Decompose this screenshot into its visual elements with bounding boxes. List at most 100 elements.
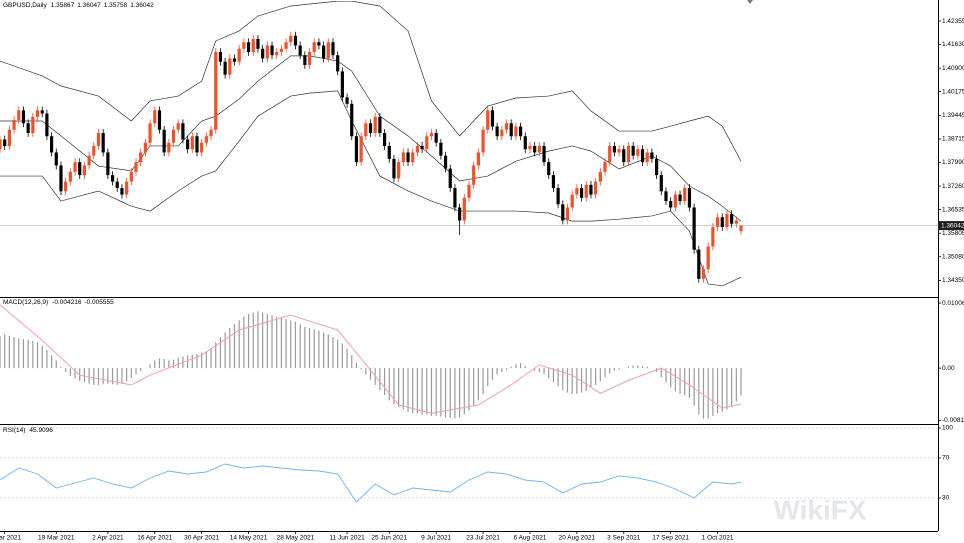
candle-body <box>209 129 213 137</box>
candle-body <box>181 123 185 140</box>
candle-body <box>664 191 668 202</box>
candle-body <box>359 136 363 163</box>
candle-body <box>223 61 227 75</box>
x-tick-label: 28 May 2021 <box>277 535 315 542</box>
candle-body <box>31 116 35 133</box>
x-tick-label: 16 Apr 2021 <box>137 535 172 542</box>
candle-body <box>153 110 157 124</box>
candle-body <box>467 184 471 198</box>
x-tick-label: 25 Jun 2021 <box>371 535 407 542</box>
candle-body <box>650 152 654 159</box>
candle-body <box>415 145 420 153</box>
candle-body <box>110 175 115 182</box>
y-tick-label: 1.41630 <box>942 41 964 48</box>
candle-body <box>293 35 298 46</box>
candle-body <box>373 116 377 133</box>
candle-body <box>261 48 265 59</box>
candle-body <box>528 145 532 150</box>
candle-body <box>598 171 602 182</box>
candle-body <box>547 162 551 176</box>
candle-body <box>7 129 11 146</box>
candle-body <box>542 145 546 163</box>
candle-body <box>387 145 391 159</box>
candle-body <box>96 132 101 146</box>
candle-body <box>35 110 40 117</box>
candle-body <box>354 136 359 163</box>
candle-body <box>345 97 349 104</box>
candle-body <box>40 110 44 114</box>
indicator-title: MACD(12,26,9) <box>3 299 48 306</box>
y-tick-label: 70 <box>942 455 950 462</box>
x-tick-label: 3 Sep 2021 <box>607 535 641 542</box>
candle-body <box>687 188 692 208</box>
candle-body <box>425 136 429 150</box>
candle-body <box>242 42 246 49</box>
candle-body <box>246 42 251 52</box>
candle-body <box>589 184 593 195</box>
candle-body <box>331 42 335 56</box>
x-tick-label: 6 Aug 2021 <box>514 535 547 542</box>
x-tick-label: 23 Jul 2021 <box>466 535 500 542</box>
candle-body <box>673 194 677 208</box>
candle-body <box>486 110 490 130</box>
candle-body <box>378 116 382 133</box>
indicator-value: 1.35758 <box>104 2 128 9</box>
candle-body <box>171 129 176 143</box>
watermark: WikiFX <box>773 494 866 525</box>
candle-body <box>270 45 274 56</box>
candle-body <box>59 165 63 192</box>
candle-body <box>439 142 443 156</box>
y-tick-label: 1.40900 <box>942 65 964 72</box>
candle-body <box>115 181 119 189</box>
candle-body <box>523 136 527 150</box>
y-tick-label: 1.40175 <box>942 88 964 95</box>
candle-body <box>26 123 30 133</box>
bollinger-upper <box>0 1 742 162</box>
candle-body <box>82 165 87 176</box>
indicator-value: -0.005555 <box>84 299 114 306</box>
candle-body <box>725 213 729 227</box>
chart-shift-marker <box>747 0 753 4</box>
candle-body <box>697 249 701 279</box>
x-tick-label: 17 Sep 2021 <box>652 535 689 542</box>
current-price-box <box>938 221 964 231</box>
candle-body <box>500 129 504 137</box>
candle-body <box>176 123 180 130</box>
candle-body <box>537 145 541 153</box>
indicator-value: 1.36042 <box>130 2 154 9</box>
current-price-label: 1.36042 <box>941 222 964 229</box>
candle-body <box>617 149 621 153</box>
candle-body <box>720 217 724 227</box>
candle-body <box>340 71 344 98</box>
x-tick-label: 30 Apr 2021 <box>184 535 219 542</box>
candle-body <box>495 126 499 137</box>
candle-body <box>303 55 307 65</box>
candle-body <box>251 39 255 52</box>
candle-body <box>584 184 588 198</box>
candle-body <box>453 188 457 208</box>
indicator-header: GBPUSD,Daily 1.35867 1.36047 1.35758 1.36042 <box>3 2 154 9</box>
y-tick-label: 1.42355 <box>942 18 964 25</box>
candle-body <box>518 126 523 137</box>
candle-body <box>640 149 645 163</box>
y-tick-label: 1.37990 <box>942 159 964 166</box>
candle-body <box>382 132 387 146</box>
candle-body <box>162 129 166 153</box>
candle-body <box>68 171 72 182</box>
candle-body <box>579 188 584 198</box>
candle-body <box>420 145 424 150</box>
candle-body <box>472 165 476 185</box>
candle-body <box>683 188 687 202</box>
candle-body <box>509 123 513 137</box>
candle-body <box>64 181 68 192</box>
candle-body <box>312 42 316 52</box>
candle-body <box>204 136 208 143</box>
candle-body <box>730 213 734 224</box>
candle-body <box>54 152 58 166</box>
candle-body <box>214 51 218 130</box>
candle-body <box>256 39 260 49</box>
candle-body <box>411 152 415 163</box>
candle-body <box>514 126 518 137</box>
